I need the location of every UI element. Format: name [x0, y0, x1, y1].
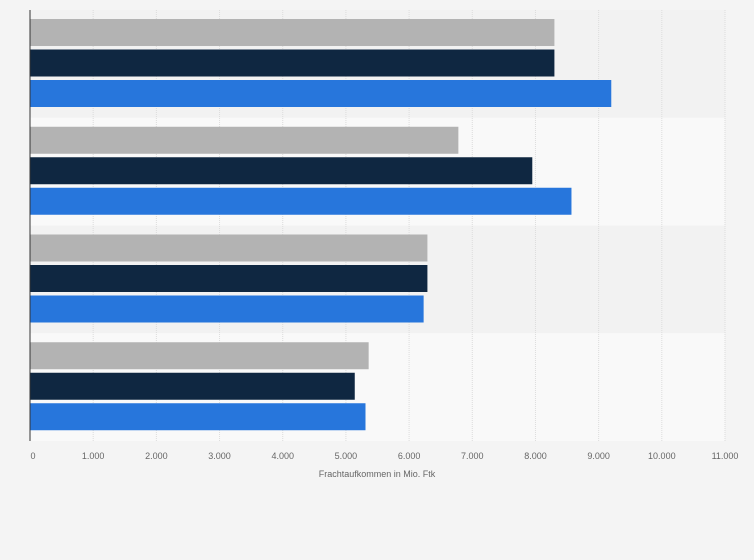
x-tick-label-7: 6.000 — [398, 451, 421, 461]
bar-cat1-series2 — [30, 49, 555, 77]
x-tick-label-3: 2.000 — [145, 451, 168, 461]
x-tick-labels: 0 1.000 2.000 3.000 4.000 5.000 6.000 7.000 8.00… — [30, 451, 738, 461]
bar-cat1-series3 — [30, 80, 612, 107]
x-tick-label-5: 4.000 — [271, 451, 294, 461]
x-tick-label-8: 7.000 — [461, 451, 484, 461]
x-tick-label-6: 5.000 — [335, 451, 358, 461]
x-tick-label-2: 1.000 — [82, 451, 105, 461]
bar-cat4-series2 — [30, 372, 355, 400]
bars — [30, 19, 612, 431]
x-tick-label-4: 3.000 — [208, 451, 231, 461]
x-tick-label-1: 0 — [30, 451, 35, 461]
bar-cat3-series2 — [30, 265, 428, 292]
bar-cat3-series1 — [30, 234, 428, 262]
x-tick-label-11: 10.000 — [648, 451, 676, 461]
bar-cat1-series1 — [30, 19, 555, 46]
x-tick-label-10: 9.000 — [587, 451, 610, 461]
bar-cat2-series2 — [30, 157, 533, 185]
x-tick-label-12: 11.000 — [712, 451, 739, 461]
bar-cat2-series1 — [30, 126, 459, 154]
bar-cat4-series1 — [30, 342, 369, 370]
x-axis-title: Frachtaufkommen in Mio. Ftk — [319, 469, 436, 479]
x-tick-label-9: 8.000 — [524, 451, 547, 461]
bar-cat2-series3 — [30, 187, 572, 215]
bar-cat4-series3 — [30, 403, 366, 431]
bar-cat3-series3 — [30, 295, 424, 323]
